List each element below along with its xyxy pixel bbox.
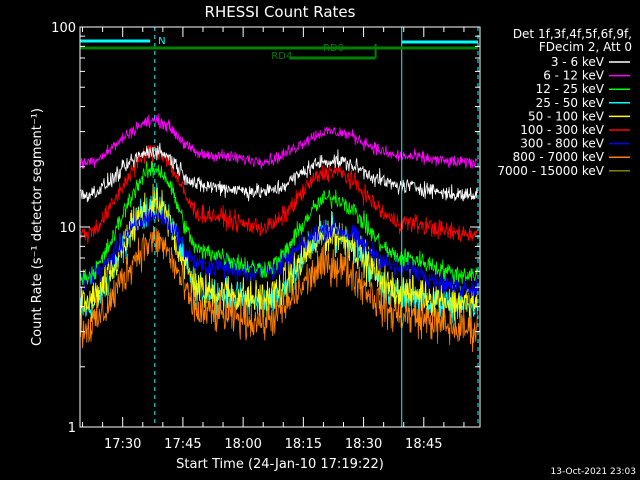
legend: Det 1f,3f,4f,5f,6f,9f, FDecim 2, Att 0 3…: [497, 27, 632, 178]
x-tick-label: 18:45: [405, 437, 442, 452]
series-line-3-6keV-kev: [80, 142, 478, 203]
legend-label: 6 - 12 keV: [543, 69, 605, 83]
x-tick-label: 18:30: [345, 437, 382, 452]
x-tick-label: 18:00: [224, 437, 261, 452]
legend-header-line: FDecim 2, Att 0: [539, 40, 632, 54]
y-tick-label: 100: [51, 21, 76, 36]
legend-label: 50 - 100 keV: [528, 109, 605, 123]
legend-label: 7000 - 15000 keV: [497, 164, 604, 178]
legend-label: 12 - 25 keV: [536, 82, 605, 96]
chart-title: RHESSI Count Rates: [205, 3, 356, 21]
x-axis-label: Start Time (24-Jan-10 17:19:22): [176, 457, 384, 472]
legend-header-line: Det 1f,3f,4f,5f,6f,9f,: [513, 27, 632, 41]
annotation-label-n: N: [158, 36, 165, 47]
series-line-12-25keV-kev: [80, 158, 478, 286]
x-tick-label: 18:15: [285, 437, 322, 452]
series-line-100-300keV-kev: [80, 144, 478, 244]
y-tick-label: 1: [68, 421, 76, 436]
series-line-800-7000keV-kev: [80, 225, 478, 353]
legend-label: 25 - 50 keV: [536, 96, 605, 110]
series-line-6-12keV-kev: [80, 113, 478, 169]
legend-label: 800 - 7000 keV: [513, 150, 605, 164]
y-tick-label: 10: [59, 221, 76, 236]
y-axis-label: Count Rate (s⁻¹ detector segment⁻¹): [30, 108, 45, 346]
data-series-layer: [80, 113, 478, 353]
axis-layer: 1 10 100 17:30 17:45 18:00 18:15 18:30 18:45: [51, 21, 480, 452]
legend-label: 300 - 800 keV: [520, 137, 604, 151]
legend-label: 100 - 300 keV: [520, 123, 604, 137]
annotation-label-rd4: RD4: [271, 51, 292, 62]
x-tick-label: 17:45: [164, 437, 201, 452]
annotation-label-rd0: RD0: [323, 43, 344, 54]
generation-timestamp: 13-Oct-2021 23:03: [551, 467, 636, 477]
legend-label: 3 - 6 keV: [551, 55, 605, 69]
x-tick-label: 17:30: [104, 437, 141, 452]
